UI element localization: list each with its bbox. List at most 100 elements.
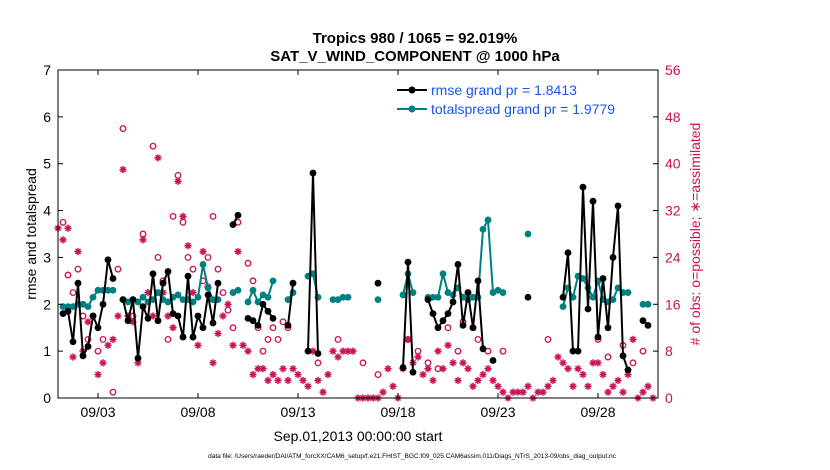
rmse-point: [89, 312, 97, 320]
totalspread-point: [524, 230, 532, 238]
rmse-point: [474, 277, 482, 285]
obs-assimilated-marker: [114, 312, 122, 320]
obs-assimilated-marker: [169, 324, 177, 332]
obs-assimilated-marker: [184, 242, 192, 250]
rmse-point: [399, 364, 407, 371]
y2-tick-label: 40: [665, 156, 681, 172]
obs-possible-marker: [499, 347, 507, 355]
rmse-point: [574, 347, 582, 355]
x-tick-label: 09/13: [280, 404, 315, 420]
rmse-point: [604, 324, 612, 332]
rmse-point: [209, 319, 217, 327]
totalspread-line: [428, 216, 504, 301]
obs-possible-marker: [629, 359, 637, 367]
obs-possible-marker: [179, 218, 187, 226]
legend-spread-label: totalspread grand pr = 1.9779: [431, 101, 615, 117]
obs-assimilated-marker: [494, 382, 502, 390]
obs-assimilated-marker: [249, 370, 257, 379]
rmse-point: [289, 279, 297, 287]
rmse-point: [199, 324, 207, 332]
obs-possible-marker: [474, 335, 482, 343]
rmse-point: [69, 338, 77, 346]
totalspread-point: [109, 286, 117, 294]
obs-assimilated-marker: [94, 370, 102, 379]
obs-assimilated-marker: [439, 365, 447, 373]
rmse-point: [619, 352, 627, 360]
rmse-point: [464, 289, 472, 296]
rmse-point: [314, 350, 322, 357]
rmse-point: [309, 169, 317, 177]
obs-assimilated-marker: [324, 370, 332, 379]
obs-assimilated-marker: [389, 382, 397, 390]
obs-assimilated-marker: [384, 365, 392, 373]
totalspread-point: [199, 261, 207, 268]
totalspread-point: [249, 286, 257, 294]
totalspread-point: [104, 286, 112, 294]
obs-assimilated-marker: [209, 359, 217, 367]
obs-possible-marker: [544, 335, 552, 343]
totalspread-point: [609, 296, 617, 303]
obs-assimilated-marker: [339, 347, 347, 355]
y2-tick-label: 48: [665, 109, 681, 125]
rmse-point: [624, 366, 632, 374]
rmse-point: [569, 347, 577, 355]
plot-frame: [57, 69, 659, 399]
rmse-point: [194, 312, 202, 320]
totalspread-point: [204, 284, 212, 292]
rmse-point: [79, 352, 87, 360]
rmse-point: [159, 279, 167, 287]
series-layer: [59, 169, 652, 376]
rmse-point: [614, 202, 622, 210]
totalspread-point: [639, 300, 647, 308]
obs-assimilated-marker: [284, 376, 292, 385]
rmse-point: [524, 293, 532, 301]
obs-assimilated-marker: [239, 341, 247, 349]
rmse-point: [139, 303, 147, 311]
obs-assimilated-marker: [469, 382, 477, 390]
obs-assimilated-marker: [424, 365, 432, 373]
totalspread-point: [269, 277, 277, 285]
obs-assimilated-marker: [564, 365, 572, 373]
obs-assimilated-marker: [109, 335, 117, 344]
obs-possible-marker: [99, 335, 107, 343]
obs-assimilated-marker: [104, 341, 112, 349]
obs-assimilated-marker: [274, 376, 282, 385]
rmse-point: [449, 298, 457, 306]
x-tick-label: 09/08: [180, 404, 215, 420]
y2-tick-label: 24: [665, 249, 681, 265]
obs-assimilated-marker: [619, 388, 627, 396]
totalspread-point: [194, 293, 202, 301]
rmse-point: [489, 357, 497, 364]
rmse-point: [584, 305, 592, 313]
obs-assimilated-marker: [524, 382, 532, 390]
obs-possible-marker: [279, 318, 287, 326]
obs-assimilated-marker: [329, 347, 337, 355]
rmse-point: [284, 321, 292, 329]
legend-spread-marker: [408, 105, 416, 113]
obs-assimilated-marker: [429, 376, 437, 385]
obs-possible-marker: [274, 335, 282, 343]
totalspread-point: [469, 293, 477, 301]
obs-possible-marker: [149, 142, 157, 150]
obs-assimilated-marker: [449, 359, 457, 367]
obs-assimilated-marker: [579, 370, 587, 379]
obs-assimilated-marker: [269, 370, 277, 379]
obs-assimilated-marker: [229, 341, 237, 349]
obs-assimilated-marker: [119, 165, 127, 174]
obs-assimilated-marker: [584, 382, 592, 390]
obs-possible-marker: [109, 388, 117, 396]
rmse-point: [149, 270, 157, 278]
obs-possible-marker: [229, 324, 237, 332]
rmse-point: [404, 258, 412, 266]
obs-possible-marker: [174, 171, 182, 179]
rmse-point: [144, 314, 152, 322]
obs-possible-marker: [454, 347, 462, 355]
totalspread-point: [154, 289, 162, 296]
obs-assimilated-marker: [544, 382, 552, 390]
y-tick-label: 5: [43, 156, 51, 172]
obs-possible-marker: [374, 371, 382, 379]
obs-assimilated-marker: [574, 365, 582, 373]
obs-assimilated-marker: [604, 388, 612, 396]
obs-possible-marker: [224, 306, 232, 314]
obs-possible-marker: [424, 359, 432, 367]
